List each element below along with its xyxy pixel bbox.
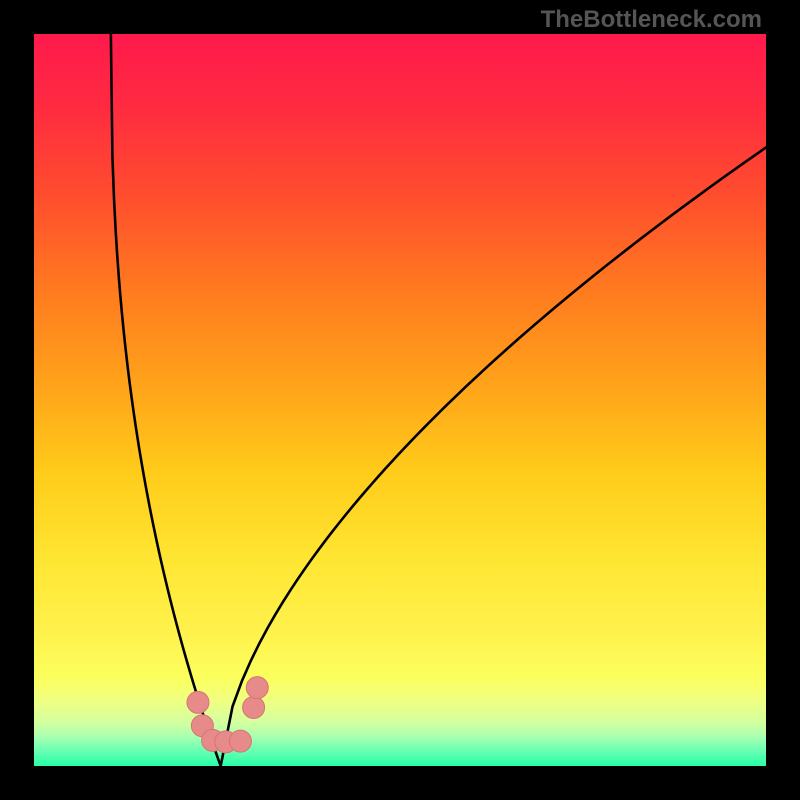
marker-group [187, 677, 268, 753]
watermark-text: TheBottleneck.com [541, 6, 762, 34]
curve-layer [34, 34, 766, 766]
marker-point [246, 677, 268, 699]
right-curve [221, 147, 766, 766]
marker-point [243, 696, 265, 718]
plot-area [34, 34, 766, 766]
marker-point [229, 730, 251, 752]
marker-point [187, 691, 209, 713]
left-curve [111, 34, 221, 766]
